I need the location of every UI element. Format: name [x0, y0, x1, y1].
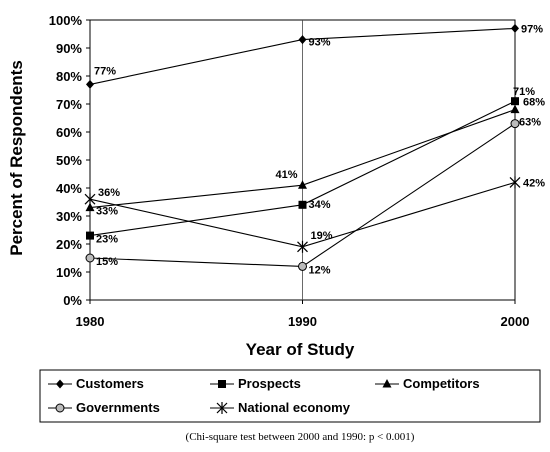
series-governments: 15% 12% 63%: [85, 117, 541, 276]
data-label: 15%: [96, 256, 118, 268]
data-label: 36%: [98, 187, 120, 199]
x-tick-label: 2000: [501, 314, 530, 329]
x-tick-label: 1990: [288, 314, 317, 329]
asterisk-marker: [84, 193, 96, 206]
data-label: 68%: [523, 97, 545, 109]
legend-item: Customers: [48, 376, 144, 391]
series-prospects: 23% 34% 71%: [86, 86, 535, 246]
data-label: 33%: [96, 206, 118, 218]
y-tick-label: 20%: [56, 237, 82, 252]
legend-label: Governments: [76, 400, 160, 415]
asterisk-marker: [216, 402, 228, 414]
y-tick-label: 10%: [56, 265, 82, 280]
footnote: (Chi-square test between 2000 and 1990: …: [186, 431, 415, 443]
data-label: 93%: [309, 37, 331, 49]
legend-label: National economy: [238, 400, 351, 415]
x-tick-label: 1980: [76, 314, 105, 329]
legend-item: Governments: [48, 400, 160, 415]
data-label: 34%: [309, 199, 331, 211]
square-marker: [86, 231, 94, 240]
data-label: 77%: [94, 65, 116, 77]
series-competitors: 33% 41% 68%: [85, 97, 545, 218]
square-marker: [218, 380, 226, 388]
asterisk-marker: [509, 176, 521, 189]
triangle-marker: [510, 104, 520, 114]
series-customers: 77% 93% 97%: [86, 23, 543, 89]
diamond-marker: [86, 79, 94, 89]
data-label: 97%: [521, 23, 543, 35]
legend-box: [39, 369, 541, 423]
y-tick-label: 80%: [56, 69, 82, 84]
y-tick-label: 40%: [56, 181, 82, 196]
legend-item: Prospects: [210, 376, 301, 391]
legend-label: Competitors: [403, 376, 480, 391]
data-label: 12%: [309, 264, 331, 276]
circle-marker: [510, 119, 520, 129]
y-tick-label: 70%: [56, 97, 82, 112]
y-tick-label: 60%: [56, 125, 82, 140]
data-label: 19%: [311, 230, 333, 242]
circle-marker: [55, 403, 65, 413]
diamond-marker: [298, 35, 307, 45]
data-label: 63%: [519, 117, 541, 129]
circle-marker: [298, 261, 307, 271]
y-tick-label: 90%: [56, 41, 82, 56]
y-tick-label: 30%: [56, 209, 82, 224]
y-tick-label: 50%: [56, 153, 82, 168]
y-tick-label: 0%: [63, 293, 82, 308]
square-marker: [511, 97, 519, 106]
diamond-marker: [56, 379, 64, 389]
data-label: 23%: [96, 234, 118, 246]
series-national-economy: 36% 19% 42%: [84, 176, 545, 253]
asterisk-marker: [297, 240, 308, 253]
x-axis-title: Year of Study: [246, 340, 355, 359]
data-label: 42%: [523, 177, 545, 189]
square-marker: [298, 200, 307, 209]
circle-marker: [85, 253, 95, 263]
legend-item: National economy: [210, 400, 351, 415]
y-tick-label: 100%: [49, 13, 83, 28]
triangle-marker: [298, 180, 307, 189]
data-label: 41%: [275, 169, 297, 181]
diamond-marker: [511, 23, 519, 33]
triangle-marker: [382, 379, 392, 388]
legend-item: Competitors: [375, 376, 480, 391]
y-axis-title: Percent of Respondents: [7, 60, 26, 256]
data-label: 71%: [513, 86, 535, 98]
triangle-marker: [85, 202, 95, 212]
legend-label: Customers: [76, 376, 144, 391]
legend-label: Prospects: [238, 376, 301, 391]
